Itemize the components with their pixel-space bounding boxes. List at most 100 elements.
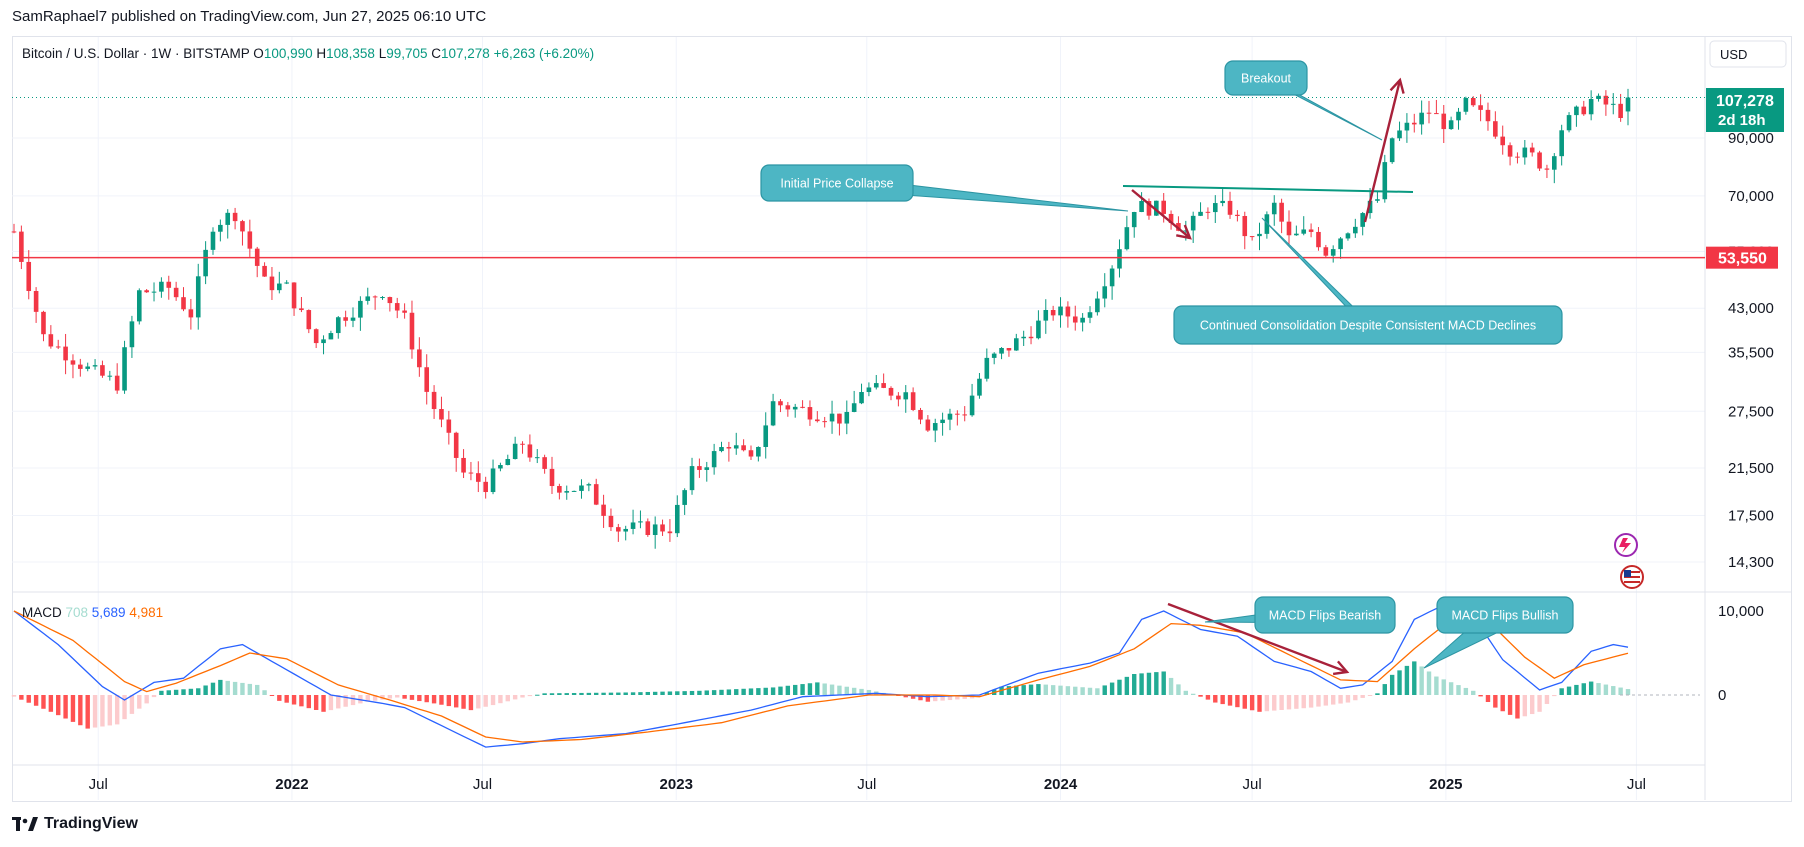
macd-name: MACD: [22, 605, 66, 620]
macd-hist-bar: [1235, 695, 1240, 708]
candle: [918, 409, 923, 420]
candle: [335, 317, 341, 334]
candle: [741, 445, 746, 451]
macd-hist-bar: [262, 690, 267, 695]
macd-hist-bar: [704, 690, 709, 695]
candle: [623, 528, 628, 532]
macd-hist-bar: [1257, 695, 1262, 712]
candle: [1028, 336, 1034, 339]
currency-button[interactable]: [1709, 40, 1787, 68]
macd-hist-bar: [778, 686, 783, 695]
candle: [1360, 213, 1365, 227]
alert-icon[interactable]: [1614, 533, 1638, 557]
macd-bearish-callout[interactable]: MACD Flips Bearish: [1204, 596, 1396, 634]
macd-hist-bar: [78, 695, 83, 726]
candle: [431, 391, 437, 410]
candle: [1161, 200, 1166, 214]
candle: [136, 290, 142, 322]
candle: [1190, 215, 1196, 231]
candle: [41, 311, 46, 335]
macd-hist-bar: [1500, 695, 1505, 712]
time-tick-label: Jul: [857, 776, 876, 793]
candle: [468, 472, 474, 474]
macd-hist-bar: [638, 692, 643, 695]
candle: [306, 310, 312, 330]
macd-hist-bar: [1397, 670, 1402, 695]
candle: [490, 468, 496, 493]
macd-bullish-callout[interactable]: MACD Flips Bullish: [1423, 596, 1574, 669]
candle: [711, 451, 717, 468]
candle: [704, 467, 710, 470]
macd-value: 5,689: [92, 605, 130, 620]
candle: [785, 405, 791, 410]
candle: [910, 392, 916, 410]
macd-hist-bar: [439, 695, 444, 705]
macd-hist-bar: [1574, 684, 1579, 695]
candle: [409, 312, 415, 350]
candle: [903, 392, 909, 400]
candle: [977, 378, 982, 396]
macd-hist-bar: [837, 685, 842, 695]
macd-hist-bar: [92, 695, 98, 728]
macd-hist-bar: [1478, 695, 1483, 697]
time-tick-label: Jul: [1243, 776, 1262, 793]
macd-hist-bar: [269, 695, 275, 696]
price-tick-label: 35,500: [1728, 344, 1774, 361]
macd-hist-bar: [955, 695, 960, 700]
candle: [1404, 122, 1410, 131]
macd-hist-bar: [1058, 685, 1063, 695]
candle: [630, 522, 636, 529]
candle: [1036, 320, 1041, 339]
macd-tick-label: 10,000: [1718, 603, 1764, 620]
candle: [1257, 233, 1262, 237]
candle: [984, 357, 990, 379]
candle: [1448, 120, 1454, 130]
price-tick-label: 27,500: [1728, 403, 1774, 420]
macd-hist-bar: [947, 695, 953, 701]
candle: [1021, 336, 1026, 339]
candle: [822, 421, 827, 423]
candle: [173, 287, 179, 298]
macd-hist-bar: [741, 688, 746, 695]
breakout-callout-box: [1224, 60, 1308, 96]
initial-collapse-callout[interactable]: Initial Price Collapse: [760, 164, 1129, 212]
macd-hist-bar: [601, 692, 606, 695]
candle: [1102, 286, 1108, 299]
symbol-name: Bitcoin / U.S. Dollar · 1W · BITSTAMP: [22, 46, 253, 61]
macd-hist-bar: [1566, 686, 1572, 695]
macd-bullish-callout-text: MACD Flips Bullish: [1452, 609, 1559, 623]
us-flag-icon[interactable]: [1620, 565, 1644, 589]
candle: [453, 432, 459, 458]
macd-hist-bar: [159, 690, 164, 695]
footer-brand[interactable]: TradingView: [12, 815, 138, 833]
candle: [1500, 136, 1506, 146]
macd-hist-bar: [667, 691, 673, 695]
macd-hist-bar: [1353, 695, 1358, 701]
time-tick-label: 2024: [1044, 776, 1078, 793]
macd-hist-bar: [763, 687, 768, 695]
macd-hist-bar: [866, 689, 872, 695]
chart-frame: [12, 36, 1792, 802]
macd-hist-bar: [1588, 681, 1594, 695]
candle: [778, 401, 783, 406]
macd-hist-bar: [822, 683, 827, 695]
macd-hist-bar: [1456, 685, 1461, 695]
candle: [719, 447, 724, 452]
candle: [955, 413, 960, 415]
macd-hist-bar: [1294, 695, 1299, 709]
macd-hist-bar: [291, 695, 297, 705]
candle: [1353, 226, 1358, 234]
consolidation-callout[interactable]: Continued Consolidation Despite Consiste…: [1173, 217, 1563, 345]
breakout-callout[interactable]: Breakout: [1224, 60, 1383, 141]
macd-hist-value: 708: [66, 605, 92, 620]
tradingview-logo-icon: [12, 817, 38, 831]
currency-label: USD: [1720, 47, 1747, 62]
macd-hist-bar: [1117, 679, 1122, 695]
macd-hist-bar: [372, 695, 378, 701]
macd-hist-bar: [910, 695, 916, 699]
candle: [476, 473, 481, 482]
candle: [1308, 229, 1314, 232]
macd-hist-bar: [144, 695, 149, 704]
candle: [446, 419, 452, 433]
